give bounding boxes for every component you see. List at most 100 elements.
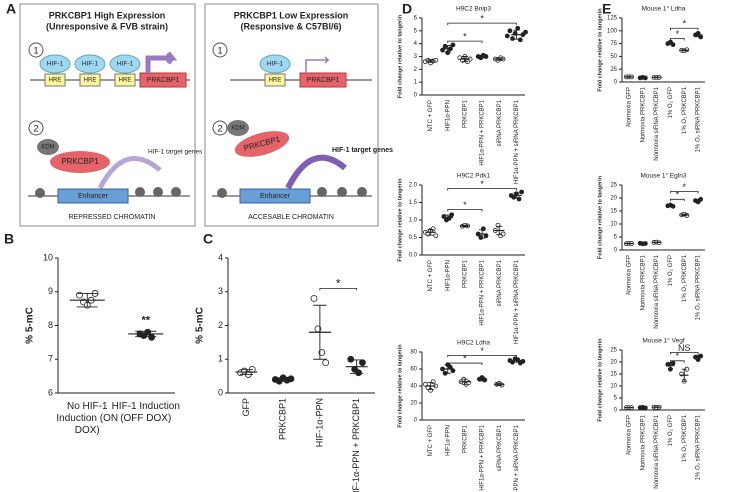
data-point (148, 333, 156, 341)
x-tick-label: No HIF-1 Induction (ON DOX) (56, 401, 119, 436)
x-tick-label: NTC + GFP (428, 425, 434, 457)
hre-label: HRE (269, 78, 282, 84)
y-tick-label: 0 (614, 80, 618, 86)
y-tick-label: 6 (48, 387, 53, 397)
y-tick-label: 100 (607, 28, 618, 34)
gene-box (299, 72, 347, 88)
chart-title: H9C2 Ldha (457, 340, 490, 347)
y-axis-label: Fold change relative to tangerin (397, 14, 403, 98)
significance-label: * (336, 277, 341, 291)
hif-shape (259, 54, 291, 74)
significance-bracket (447, 209, 483, 212)
data-point (359, 359, 366, 367)
x-tick-label: HIF-1α-PPN + PRKCBP1 (351, 398, 361, 492)
x-tick-label: 1% O₂ PRKCBP1 (682, 86, 688, 134)
error-bar (76, 292, 98, 308)
protein-shape (50, 151, 110, 173)
x-tick-label: Normoxia GFP (626, 255, 632, 295)
y-tick-label: 5 (614, 235, 618, 241)
gene-label: PRKCBP1 (147, 77, 180, 84)
chart-title: H9C2 Pdk1 (457, 173, 491, 180)
y-axis-label: Fold change relative to tangerin (397, 178, 403, 262)
y-tick-label: 2 (218, 320, 223, 330)
significance-label: * (480, 346, 484, 356)
x-tick-label: 1% O₂ siRNA PRKCBP1 (696, 86, 702, 152)
state-label: REPRESSED CHROMATIN (69, 214, 156, 221)
x-tick-label: 1% O₂ PRKCBP1 (682, 414, 688, 462)
y-tick-label: 0 (414, 418, 418, 424)
y-axis-label: Fold change relative to tangerin (597, 338, 603, 422)
error-bar (313, 304, 327, 360)
data-point (510, 36, 515, 41)
y-tick-label: 10 (610, 384, 617, 390)
hre-box (264, 73, 286, 87)
x-tick-label: HIF1α-PPN (445, 100, 451, 131)
x-tick-label: 1% O₂ siRNA PRKCBP1 (696, 414, 702, 480)
x-tick-label: HIF-1 Induction (OFF DOX) (111, 401, 180, 424)
error-bar (276, 377, 290, 382)
data-point (523, 29, 528, 35)
box-subtitle: (Unresponsive & FVB strain) (46, 21, 168, 31)
hif-shape (39, 54, 71, 74)
significance-bracket (319, 287, 358, 291)
chart-title: Mouse 1° Ldha (642, 5, 686, 13)
y-tick-label: 15 (610, 372, 617, 378)
y-tick-label: 20 (610, 360, 617, 366)
x-tick-label: 1% O₂ siRNA PRKCBP1 (696, 254, 702, 320)
x-tick-label: NTC + GFP (428, 100, 434, 132)
hif-shape (74, 54, 106, 74)
significance-label: * (682, 182, 686, 192)
error-bar (667, 41, 673, 45)
hif-shape (109, 54, 141, 74)
y-tick-label: 75 (610, 41, 617, 47)
y-tick-label: 5 (414, 28, 418, 34)
error-bar (681, 368, 687, 382)
y-tick-label: 0.5 (409, 235, 418, 241)
data-point (422, 381, 428, 387)
error-bar (681, 49, 687, 52)
y-tick-label: 1 (218, 354, 223, 364)
chart-title: H9C2 Bnip3 (456, 6, 491, 13)
significance-bracket (447, 188, 517, 191)
y-tick-label: 1.5 (409, 200, 418, 206)
data-point (670, 360, 676, 366)
error-bar (640, 242, 646, 245)
error-bar (239, 369, 253, 375)
data-point (433, 233, 439, 239)
box-title: PRKCBP1 Low Expression (234, 10, 349, 20)
y-tick-label: 3 (414, 54, 418, 60)
error-bar (681, 213, 687, 217)
chart-title: Mouse 1° Egln3 (641, 172, 687, 180)
y-tick-label: 5 (614, 396, 618, 402)
y-tick-label: 50 (610, 54, 617, 60)
data-point (322, 359, 330, 367)
y-axis-label: Fold change relative to tangerin (597, 175, 603, 259)
data-point (504, 33, 510, 39)
data-point (433, 57, 439, 63)
data-point (450, 368, 456, 374)
error-bar (496, 225, 503, 236)
step-circle (28, 120, 44, 136)
diagram-right: PRKCBP1 Low Expression (Responsive & C57… (204, 3, 393, 227)
error-bar (444, 45, 451, 53)
error-bar (478, 377, 486, 382)
arrow (305, 56, 330, 73)
x-tick-label: Normoxia GFP (626, 87, 632, 127)
hif-label: HIF-1 (47, 61, 64, 68)
error-bar (427, 382, 434, 390)
error-bar (695, 198, 701, 203)
y-tick-label: 15 (610, 209, 617, 215)
x-tick-label: Normoxia siRNA PRKCBP1 (654, 86, 660, 160)
x-tick-label: Normoxia GFP (626, 415, 632, 455)
enhancer-box (57, 188, 129, 204)
x-tick-label: GFP (241, 398, 251, 417)
hre-box (44, 73, 66, 87)
error-bar (427, 229, 434, 236)
y-tick-label: 80 (410, 350, 417, 356)
y-tick-label: 0 (614, 408, 618, 414)
x-tick-label: HIF1α-PPN + siRNA PRKCBP1 (514, 259, 520, 344)
error-bar (626, 76, 632, 78)
y-tick-label: 20 (610, 196, 617, 202)
x-tick-label: 1% O₂ PRKCBP1 (682, 254, 688, 302)
